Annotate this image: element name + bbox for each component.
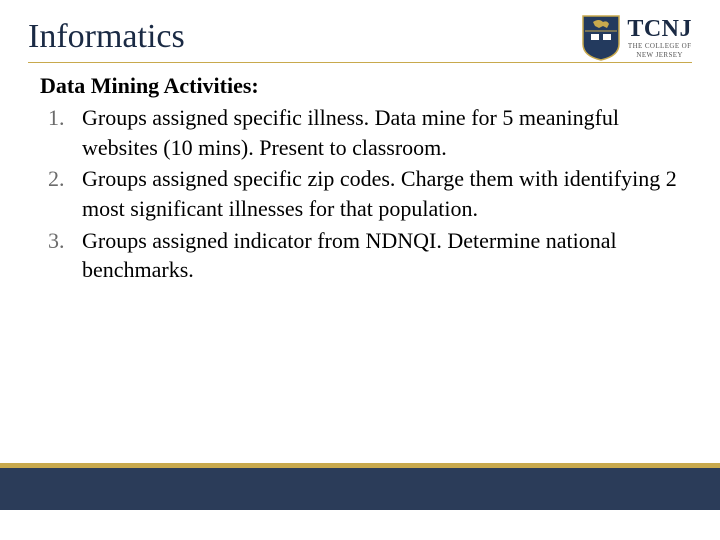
tcnj-logo: TCNJ THE COLLEGE OF NEW JERSEY [581, 14, 692, 62]
list-item: Groups assigned specific zip codes. Char… [48, 164, 680, 223]
content-area: Data Mining Activities: Groups assigned … [0, 63, 720, 285]
logo-sub-2: NEW JERSEY [627, 52, 692, 59]
logo-main: TCNJ [627, 17, 692, 41]
list-item: Groups assigned specific illness. Data m… [48, 103, 680, 162]
page-title: Informatics [28, 18, 185, 62]
logo-text: TCNJ THE COLLEGE OF NEW JERSEY [627, 17, 692, 59]
activities-list: Groups assigned specific illness. Data m… [40, 103, 680, 285]
section-heading: Data Mining Activities: [40, 73, 680, 99]
footer-band [0, 468, 720, 510]
list-item: Groups assigned indicator from NDNQI. De… [48, 226, 680, 285]
header-row: Informatics TCNJ THE COLLEGE OF NEW JERS… [0, 0, 720, 62]
shield-icon [581, 14, 621, 62]
logo-sub-1: THE COLLEGE OF [627, 43, 692, 50]
